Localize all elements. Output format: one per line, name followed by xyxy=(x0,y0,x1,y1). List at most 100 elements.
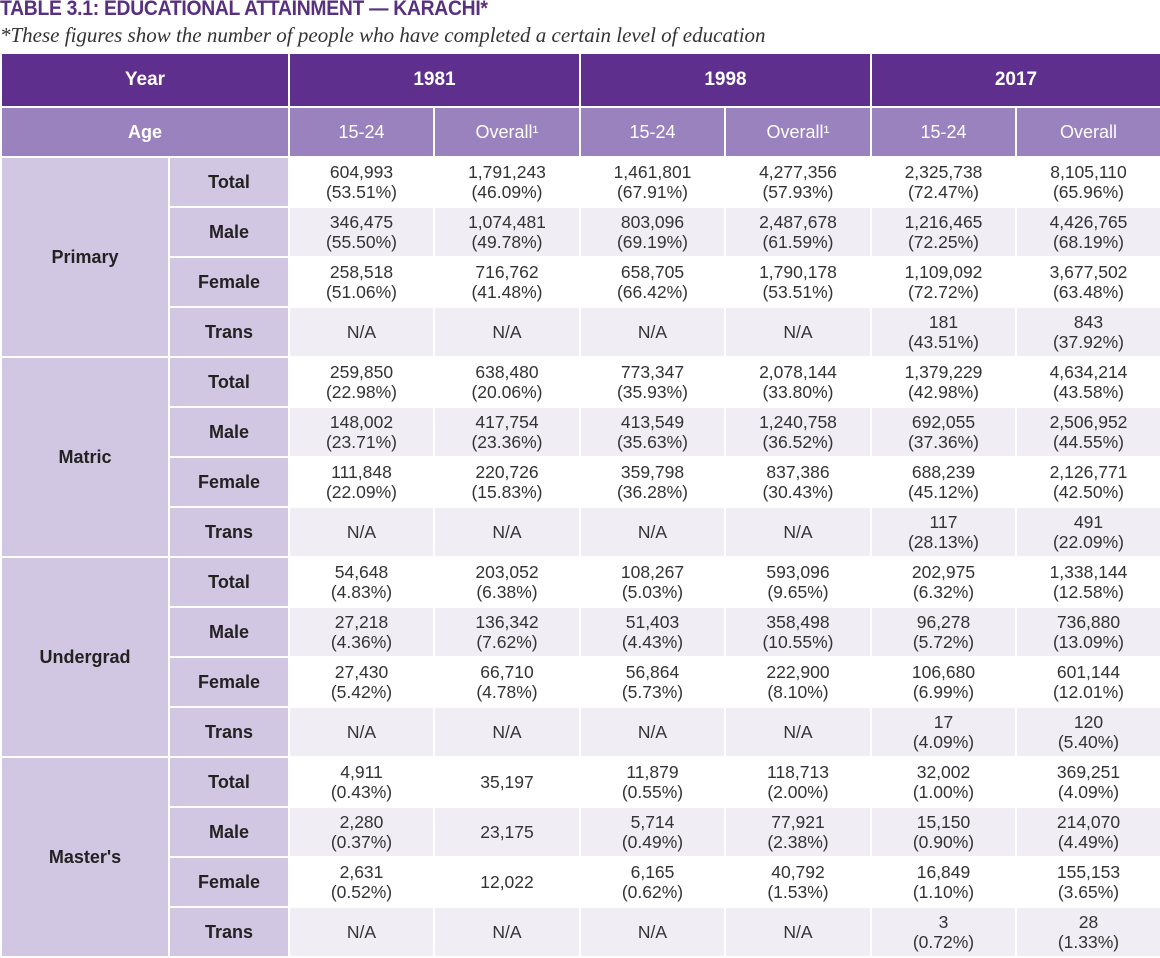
cell-percent: (67.91%) xyxy=(616,182,688,202)
cell-count: 358,498 xyxy=(766,612,830,632)
data-cell: N/A xyxy=(433,706,581,758)
cell-percent: (23.71%) xyxy=(325,432,397,452)
data-cell: N/A xyxy=(433,906,581,958)
cell-count: 214,070 xyxy=(1056,812,1121,832)
table-row: Trans N/A N/A N/A N/A 17 (4.09%) 120 (5.40%) xyxy=(1,706,1160,758)
data-cell: 638,480 (20.06%) xyxy=(433,356,581,408)
data-cell: 716,762 (41.48%) xyxy=(433,256,581,308)
table-row: Male 27,218 (4.36%) 136,342 (7.62%) 51,403 (4.… xyxy=(1,606,1160,658)
data-cell: 417,754 (23.36%) xyxy=(433,406,581,458)
data-cell: 1,790,178 (53.51%) xyxy=(724,256,872,308)
table-row: Matric Total 259,850 (22.98%) 638,480 (20.06%… xyxy=(0,356,1160,558)
data-cell: 155,153 (3.65%) xyxy=(1015,856,1160,908)
data-cell: N/A xyxy=(724,706,872,758)
table-row: Female 111,848 (22.09%) 220,726 (15.83%) 359,… xyxy=(1,456,1160,508)
cell-count: N/A xyxy=(783,322,813,342)
cell-percent: (5.72%) xyxy=(912,632,975,652)
gender-label: Total xyxy=(168,756,290,808)
cell-percent: (37.36%) xyxy=(907,432,979,452)
table-row: Master's Total 4,911 (0.43%) 35,197 11,879 (0.… xyxy=(0,756,1160,958)
cell-percent: (10.55%) xyxy=(762,632,834,652)
cell-percent: (46.09%) xyxy=(471,182,543,202)
cell-percent: (0.72%) xyxy=(912,932,975,952)
age-header: Overall¹ xyxy=(724,106,872,158)
data-cell: N/A xyxy=(579,906,726,958)
data-cell: 2,325,738 (72.47%) xyxy=(870,156,1017,208)
cell-percent: (0.55%) xyxy=(621,782,684,802)
year-header: 2017 xyxy=(870,52,1160,108)
data-cell: 1,109,092 (72.72%) xyxy=(870,256,1017,308)
cell-percent: (72.72%) xyxy=(907,282,979,302)
cell-count: 1,109,092 xyxy=(904,262,983,282)
data-cell: 2,126,771 (42.50%) xyxy=(1015,456,1160,508)
cell-count: N/A xyxy=(783,522,813,542)
cell-percent: (9.65%) xyxy=(767,582,829,602)
table-row: Trans N/A N/A N/A N/A 181 (43.51%) 843 (37.92%) xyxy=(1,306,1160,358)
data-cell: 259,850 (22.98%) xyxy=(288,356,435,408)
data-cell: 106,680 (6.99%) xyxy=(870,656,1017,708)
cell-percent: (5.03%) xyxy=(621,582,684,602)
data-cell: 1,074,481 (49.78%) xyxy=(433,206,581,258)
data-cell: 77,921 (2.38%) xyxy=(724,806,872,858)
data-cell: 111,848 (22.09%) xyxy=(288,456,435,508)
cell-count: 32,002 xyxy=(916,762,971,782)
cell-percent: (42.50%) xyxy=(1052,482,1124,502)
cell-count: 2,631 xyxy=(339,862,384,882)
cell-percent: (45.12%) xyxy=(907,482,979,502)
cell-count: 692,055 xyxy=(911,412,976,432)
cell-percent: (2.38%) xyxy=(767,832,829,852)
cell-count: 11,879 xyxy=(626,762,679,782)
cell-percent: (28.13%) xyxy=(907,532,979,552)
table-row: Female 2,631 (0.52%) 12,022 6,165 (0.62%) 40,7… xyxy=(1,856,1160,908)
data-cell: N/A xyxy=(288,706,435,758)
cell-count: 203,052 xyxy=(475,562,539,582)
data-cell: 601,144 (12.01%) xyxy=(1015,656,1160,708)
cell-count: 258,518 xyxy=(329,262,394,282)
data-cell: N/A xyxy=(433,306,581,358)
year-header: 1998 xyxy=(579,52,872,108)
gender-label: Female xyxy=(168,256,290,308)
cell-percent: (0.62%) xyxy=(621,882,684,902)
cell-percent: (5.40%) xyxy=(1057,732,1120,752)
cell-percent: (42.98%) xyxy=(907,382,979,402)
data-cell: 54,648 (4.83%) xyxy=(288,556,435,608)
cell-count: 136,342 xyxy=(475,612,539,632)
cell-count: 346,475 xyxy=(329,212,394,232)
cell-percent: (4.09%) xyxy=(912,732,975,752)
cell-count: N/A xyxy=(346,522,377,542)
cell-percent: (53.51%) xyxy=(325,182,397,202)
cell-percent: (12.01%) xyxy=(1052,682,1124,702)
cell-percent: (30.43%) xyxy=(762,482,834,502)
cell-percent: (37.92%) xyxy=(1052,332,1124,352)
cell-count: N/A xyxy=(492,922,522,942)
cell-count: 1,240,758 xyxy=(759,412,837,432)
data-cell: 6,165 (0.62%) xyxy=(579,856,726,908)
gender-label: Female xyxy=(168,656,290,708)
cell-percent: (13.09%) xyxy=(1052,632,1124,652)
data-cell: N/A xyxy=(288,306,435,358)
data-cell: 27,430 (5.42%) xyxy=(288,656,435,708)
year-header: 1981 xyxy=(288,52,581,108)
cell-percent: (33.80%) xyxy=(762,382,834,402)
data-cell: 3 (0.72%) xyxy=(870,906,1017,958)
data-cell: 1,338,144 (12.58%) xyxy=(1015,556,1160,608)
data-cell: 27,218 (4.36%) xyxy=(288,606,435,658)
cell-count: 413,549 xyxy=(620,412,685,432)
cell-count: 8,105,110 xyxy=(1050,162,1127,182)
education-level-label: Matric xyxy=(0,356,170,558)
data-cell: N/A xyxy=(724,506,872,558)
cell-percent: (23.36%) xyxy=(471,432,543,452)
cell-count: 593,096 xyxy=(766,562,830,582)
cell-count: 4,426,765 xyxy=(1049,212,1128,232)
data-cell: N/A xyxy=(433,506,581,558)
cell-count: 181 xyxy=(928,312,959,332)
cell-count: 51,403 xyxy=(625,612,680,632)
cell-count: 16,849 xyxy=(916,862,971,882)
age-label: Age xyxy=(0,106,290,158)
cell-count: N/A xyxy=(637,522,668,542)
table-row: Male 148,002 (23.71%) 417,754 (23.36%) 413,54… xyxy=(1,406,1160,458)
cell-percent: (4.43%) xyxy=(621,632,684,652)
cell-percent: (0.90%) xyxy=(912,832,975,852)
year-label: Year xyxy=(0,52,290,108)
cell-count: 108,267 xyxy=(620,562,685,582)
